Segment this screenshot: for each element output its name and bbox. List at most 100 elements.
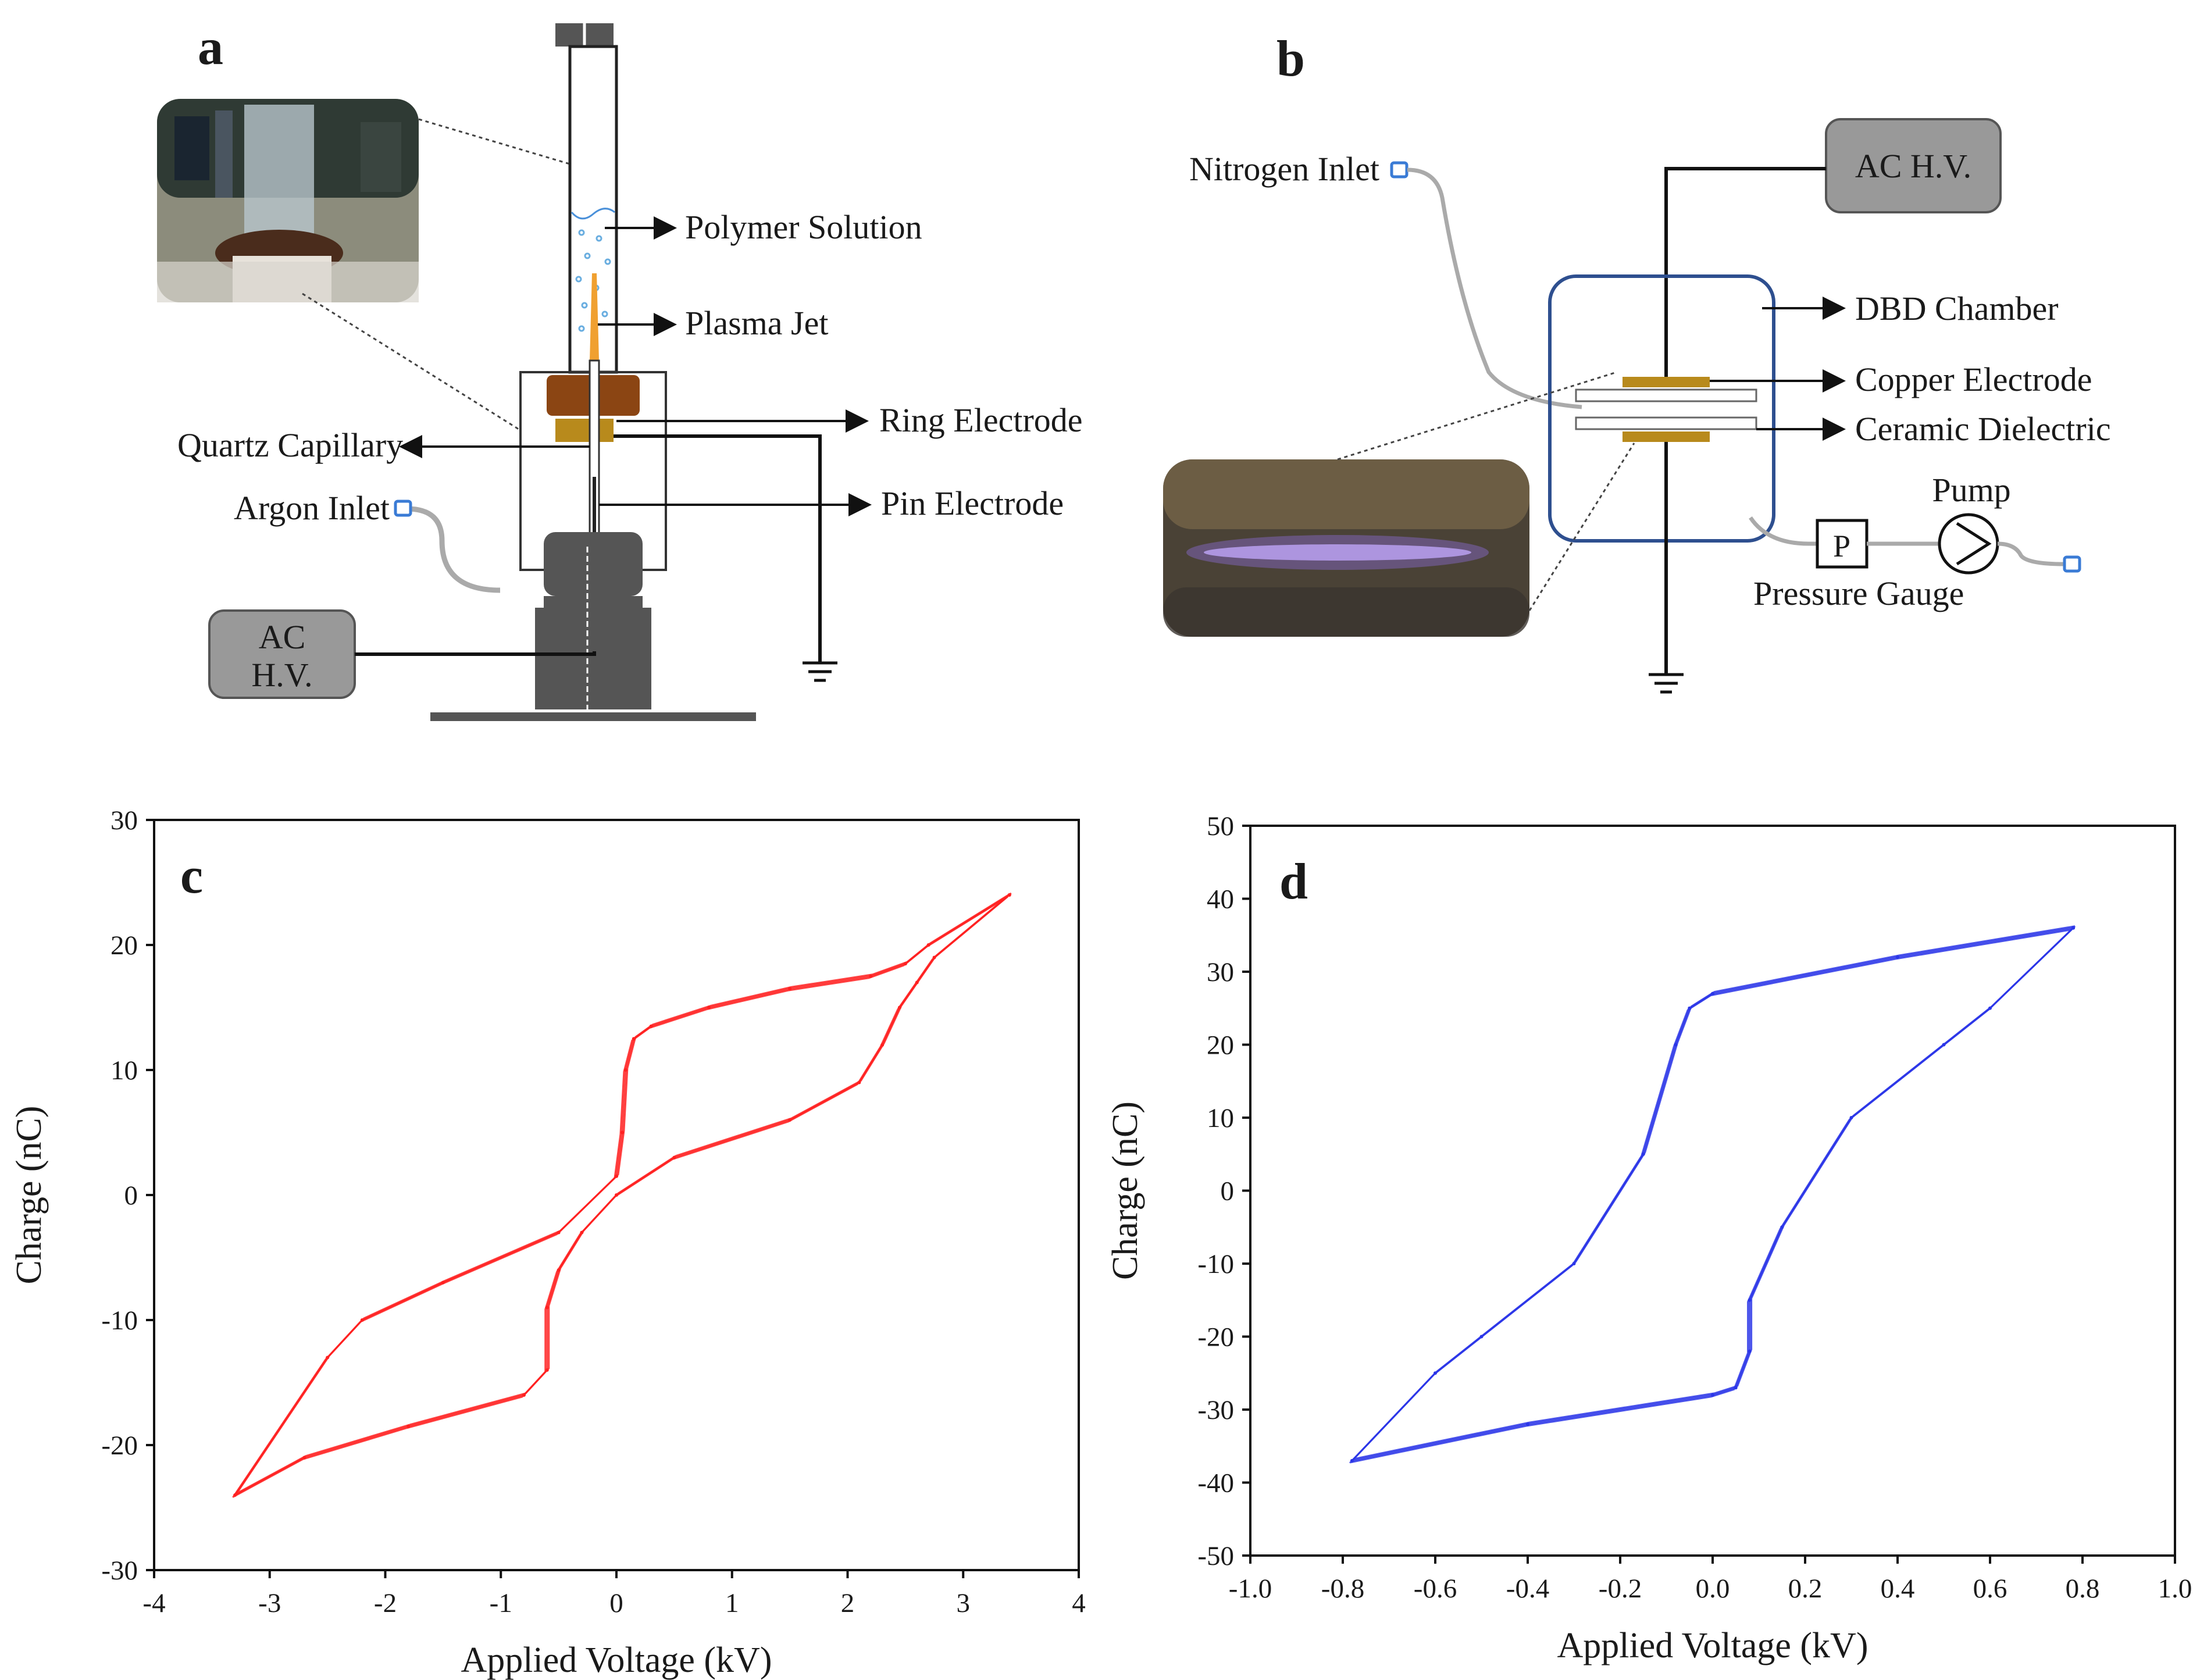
c-ytick-label: 10	[110, 1055, 138, 1086]
c-ytick-label: -30	[101, 1556, 138, 1586]
argon-tube	[406, 506, 501, 593]
d-data-point	[2071, 926, 2076, 930]
c-data-point	[857, 1080, 861, 1085]
plasma-jet	[590, 273, 599, 361]
panel-b-photo-inset	[1163, 459, 1529, 637]
c-data-point	[869, 974, 873, 978]
ac-hv-box-b	[1825, 118, 2002, 213]
quartz-capillary-label: Quartz Capillary	[177, 426, 403, 464]
panel-a-photo-inset	[157, 99, 576, 431]
nitrogen-tube	[1407, 167, 1582, 409]
d-ytick-label: 20	[1207, 1030, 1234, 1061]
d-data-point	[1780, 1225, 1784, 1229]
ground-symbol-a	[803, 661, 837, 682]
c-xtick-label: 2	[841, 1588, 855, 1618]
d-data-point	[1526, 1422, 1529, 1426]
c-ytick-label: 0	[124, 1180, 138, 1211]
c-data-point	[615, 1193, 618, 1197]
d-xtick-label: 0.4	[1881, 1574, 1915, 1604]
d-data-point	[1350, 1458, 1354, 1463]
ring-electrode	[555, 419, 614, 442]
d-ytick-label: -50	[1197, 1541, 1234, 1571]
d-ytick-label: 30	[1207, 957, 1234, 987]
c-xtick-label: -2	[374, 1588, 397, 1618]
c-ytick-label: 20	[110, 930, 138, 961]
nitrogen-inlet-port	[1390, 161, 1408, 179]
argon-inlet-port	[394, 500, 412, 517]
pressure-gauge-label: Pressure Gauge	[1753, 575, 1964, 612]
d-data-point	[1572, 1262, 1576, 1265]
c-data-point	[326, 1356, 330, 1360]
d-ytick-label: 0	[1221, 1176, 1235, 1207]
c-data-point	[903, 962, 907, 966]
d-xtick-label: 0.8	[2066, 1574, 2100, 1604]
plasma-jet-label: Plasma Jet	[685, 304, 828, 342]
d-xtick-label: -0.2	[1599, 1574, 1642, 1604]
c-xtick-label: -3	[258, 1588, 281, 1618]
c-data-point	[672, 1155, 676, 1160]
copper-electrode-label: Copper Electrode	[1855, 361, 2092, 398]
c-data-point	[545, 1306, 549, 1310]
c-xtick-label: 0	[609, 1588, 623, 1618]
d-data-point	[1711, 991, 1714, 996]
d-data-point	[1748, 1298, 1752, 1302]
copper-electrode-bottom	[1623, 431, 1710, 442]
d-data-point	[1688, 1006, 1692, 1010]
c-data-point	[233, 1493, 237, 1497]
pressure-gauge-letter: P	[1833, 529, 1850, 563]
d-ytick-label: 50	[1207, 811, 1234, 841]
d-data-point	[1434, 1371, 1437, 1375]
c-data-point	[557, 1268, 561, 1272]
panel-a-letter: a	[198, 19, 223, 76]
base-block	[430, 532, 756, 721]
chart-d-ylabel: Charge (nC)	[1106, 1101, 1145, 1280]
d-ytick-label: -40	[1197, 1468, 1234, 1499]
c-data-point	[557, 1230, 561, 1235]
c-ytick-label: 30	[110, 805, 138, 836]
d-ytick-label: 40	[1207, 884, 1234, 915]
d-data-point	[1711, 1393, 1714, 1397]
d-data-point	[1988, 1006, 1992, 1010]
c-data-point	[580, 1230, 584, 1235]
ac-hv-b-label: AC H.V.	[1855, 147, 1971, 185]
c-series-line	[236, 892, 1012, 1494]
c-data-point	[632, 1037, 636, 1041]
c-data-point	[545, 1368, 549, 1372]
ac-hv-a-line2: H.V.	[251, 656, 312, 694]
c-data-point	[649, 1024, 653, 1028]
c-data-point	[406, 1424, 411, 1428]
polymer-solution-label: Polymer Solution	[685, 208, 922, 246]
d-series-line	[1353, 925, 2076, 1460]
d-xtick-label: -1.0	[1229, 1574, 1272, 1604]
copper-electrode-top	[1623, 377, 1710, 387]
c-data-point	[522, 1393, 526, 1397]
d-xtick-label: 0.0	[1696, 1574, 1730, 1604]
d-ytick-label: -20	[1197, 1322, 1234, 1353]
c-data-point	[880, 1043, 885, 1047]
pin-electrode-label: Pin Electrode	[881, 484, 1064, 522]
d-data-point	[1849, 1116, 1853, 1119]
c-data-point	[360, 1318, 364, 1322]
chart-d-xlabel: Applied Voltage (kV)	[1557, 1626, 1868, 1665]
chart-c-xlabel: Applied Voltage (kV)	[461, 1640, 772, 1680]
chart-c-letter: c	[180, 848, 203, 904]
pump-outlet-port	[2063, 555, 2081, 573]
c-data-point	[926, 943, 930, 947]
d-data-point	[1748, 1349, 1752, 1353]
d-xtick-label: 0.6	[1973, 1574, 2007, 1604]
ground-wire-a	[614, 434, 822, 663]
c-data-point	[788, 987, 792, 991]
ring-electrode-label: Ring Electrode	[879, 401, 1083, 439]
d-ytick-label: -30	[1197, 1395, 1234, 1425]
c-data-point	[788, 1118, 792, 1122]
c-ytick-label: -20	[101, 1431, 138, 1461]
d-data-point	[1896, 955, 1899, 959]
d-data-point	[1641, 1152, 1645, 1156]
chart-d-letter: d	[1279, 854, 1308, 910]
c-data-point	[897, 1005, 901, 1010]
nitrogen-inlet-label: Nitrogen Inlet	[1189, 150, 1379, 188]
c-data-point	[915, 980, 919, 985]
d-xtick-label: 1.0	[2158, 1574, 2192, 1604]
c-data-point	[302, 1456, 306, 1460]
pump-label: Pump	[1932, 471, 2010, 509]
